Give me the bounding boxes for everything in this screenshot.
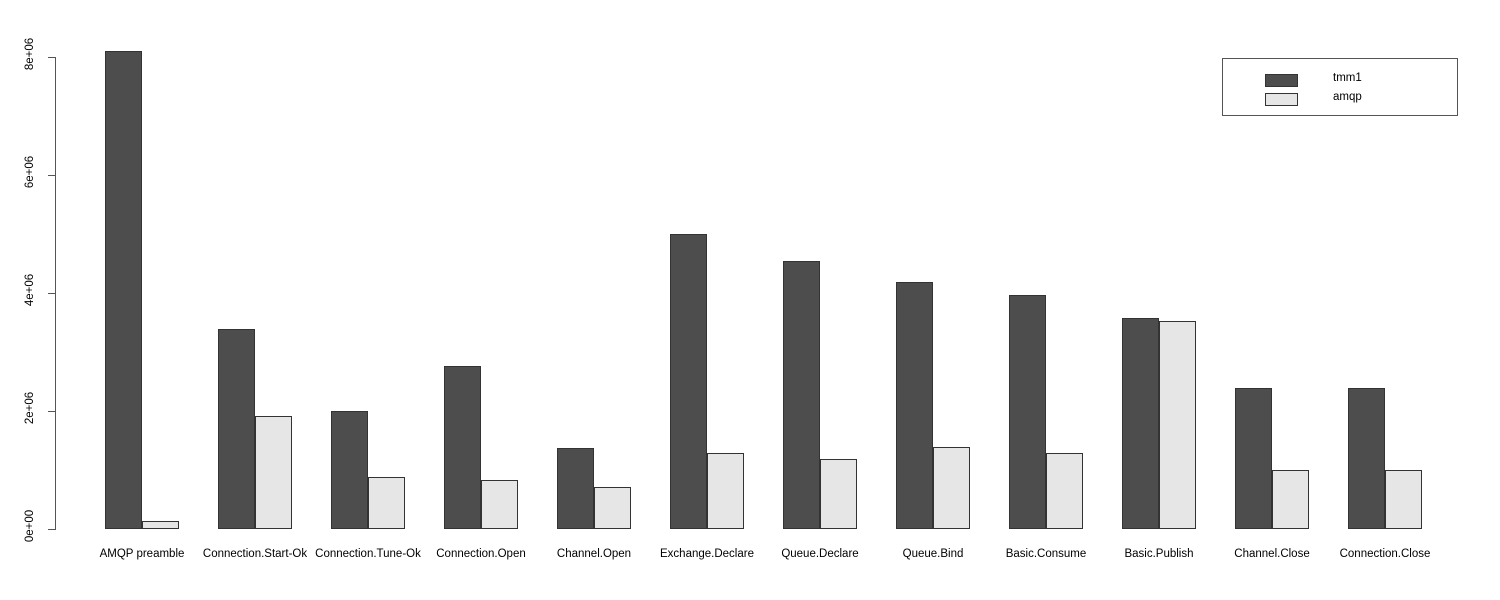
bar-amqp [1385,470,1422,529]
legend-label-tmm1: tmm1 [1333,72,1362,84]
bar-amqp [707,452,744,529]
bar-amqp [933,447,970,529]
bar-tmm1 [670,234,707,529]
bar-amqp [1046,452,1083,529]
x-axis-label: Queue.Declare [781,548,859,560]
bar-group [1009,57,1083,529]
bar-group [331,57,405,529]
bar-tmm1 [105,51,142,529]
bar-group [670,57,744,529]
bar-group [218,57,292,529]
bar-tmm1 [1235,388,1272,529]
legend-item-amqp: amqp [1223,90,1457,109]
bar-amqp [594,487,631,529]
x-axis-label: AMQP preamble [99,548,185,560]
bar-group [896,57,970,529]
bar-amqp [1272,470,1309,529]
bar-tmm1 [444,366,481,529]
y-axis-tick [48,174,56,176]
bar-tmm1 [783,261,820,529]
bar-group [557,57,631,529]
bar-amqp [820,458,857,529]
x-axis-label: Connection.Tune-Ok [315,548,421,560]
x-axis-label: Connection.Close [1339,548,1431,560]
bar-tmm1 [331,411,368,529]
bar-group [444,57,518,529]
x-axis-label: Channel.Open [556,548,632,560]
y-axis-tick [48,292,56,294]
legend: tmm1 amqp [1222,58,1458,116]
x-axis-label: Connection.Start-Ok [202,548,308,560]
bar-tmm1 [896,281,933,529]
legend-label-amqp: amqp [1333,91,1362,103]
y-axis-tick [48,410,56,412]
bar-tmm1 [218,329,255,529]
x-axis-label: Queue.Bind [902,548,964,560]
bar-tmm1 [557,448,594,529]
bar-tmm1 [1348,388,1385,529]
legend-item-tmm1: tmm1 [1223,71,1457,90]
bar-group [1122,57,1196,529]
x-axis-label: Connection.Open [436,548,526,560]
bar-amqp [368,477,405,529]
bar-group [1348,57,1422,529]
bar-amqp [255,415,292,529]
bar-amqp [142,521,179,529]
legend-swatch-amqp [1265,93,1298,106]
y-axis-tick [48,56,56,58]
y-axis-top-cap [49,57,56,58]
bar-group [783,57,857,529]
y-axis-bottom-cap [49,529,56,530]
bar-amqp [481,480,518,529]
x-axis-label: Basic.Publish [1124,548,1194,560]
x-axis-label: Basic.Consume [1005,548,1087,560]
x-axis-label: Exchange.Declare [660,548,754,560]
y-axis-tick [48,528,56,530]
bar-tmm1 [1122,317,1159,529]
bar-tmm1 [1009,294,1046,529]
legend-swatch-tmm1 [1265,74,1298,87]
x-axis-label: Channel.Close [1234,548,1310,560]
bar-group [105,51,179,529]
bar-group [1235,57,1309,529]
bar-amqp [1159,320,1196,529]
